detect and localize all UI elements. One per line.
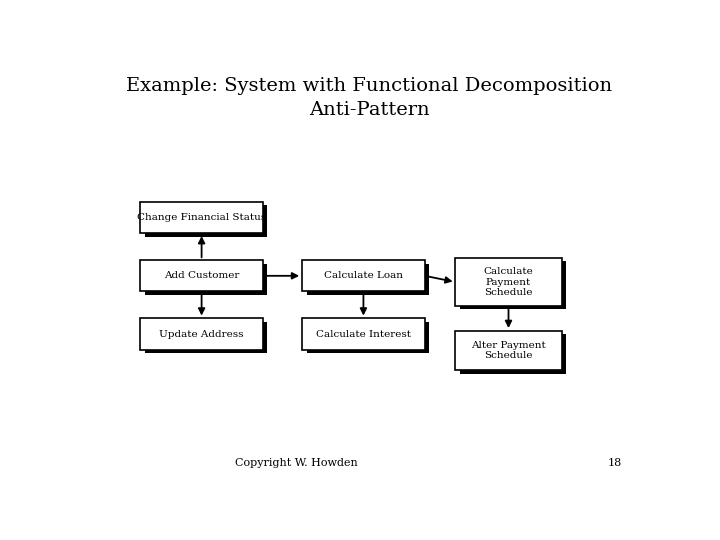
FancyBboxPatch shape [307, 264, 429, 295]
Text: Copyright W. Howden: Copyright W. Howden [235, 458, 358, 468]
FancyBboxPatch shape [460, 334, 566, 374]
FancyBboxPatch shape [460, 261, 566, 309]
Text: Alter Payment
Schedule: Alter Payment Schedule [471, 341, 546, 360]
FancyBboxPatch shape [307, 322, 429, 353]
FancyBboxPatch shape [145, 205, 267, 237]
FancyBboxPatch shape [302, 260, 425, 292]
Text: Calculate Interest: Calculate Interest [316, 329, 411, 339]
FancyBboxPatch shape [140, 260, 263, 292]
FancyBboxPatch shape [302, 319, 425, 349]
Text: Example: System with Functional Decomposition
Anti-Pattern: Example: System with Functional Decompos… [126, 77, 612, 119]
Text: Calculate
Payment
Schedule: Calculate Payment Schedule [484, 267, 534, 297]
FancyBboxPatch shape [456, 331, 562, 370]
Text: Update Address: Update Address [159, 329, 244, 339]
FancyBboxPatch shape [140, 319, 263, 349]
FancyBboxPatch shape [456, 258, 562, 306]
Text: Calculate Loan: Calculate Loan [324, 271, 403, 280]
FancyBboxPatch shape [145, 322, 267, 353]
Text: Add Customer: Add Customer [164, 271, 239, 280]
FancyBboxPatch shape [140, 202, 263, 233]
FancyBboxPatch shape [145, 264, 267, 295]
Text: Change Financial Status: Change Financial Status [137, 213, 266, 222]
Text: 18: 18 [608, 458, 621, 468]
